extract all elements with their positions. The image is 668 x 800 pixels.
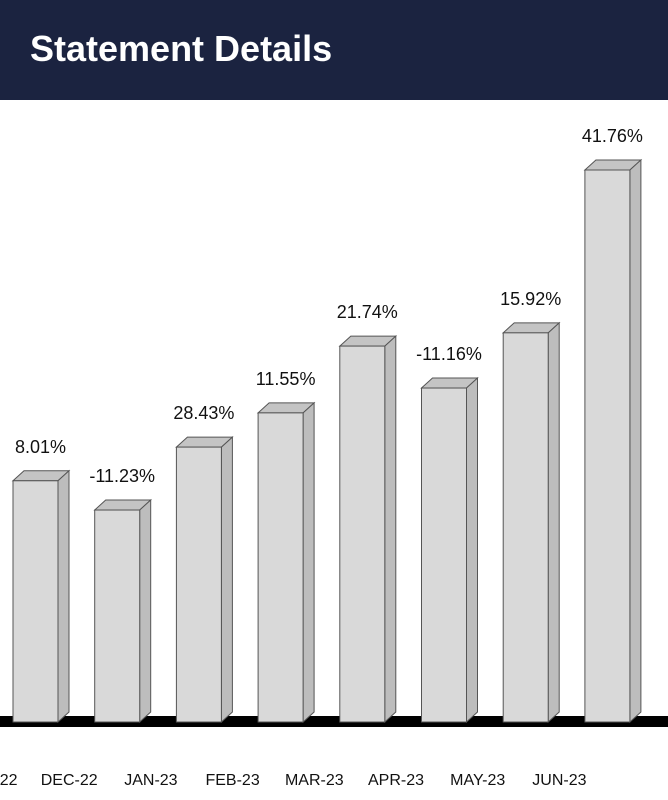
baseline [0, 716, 668, 727]
title: Statement Details [30, 28, 333, 69]
bar [421, 387, 467, 723]
x-tick-label: JUN-23 [532, 772, 586, 789]
x-tick-label: DEC-22 [41, 772, 98, 789]
bar-side [629, 158, 642, 724]
bar-side [57, 469, 70, 724]
bar-label: 21.74% [337, 302, 398, 322]
bar-side [220, 435, 233, 724]
bar-label: 15.92% [500, 289, 561, 309]
bar-label: -11.23% [89, 466, 155, 486]
header: Statement Details [0, 0, 668, 100]
bar-side [547, 321, 560, 724]
bar-label: -11.16% [416, 344, 482, 364]
bar-side [139, 498, 152, 724]
bar [584, 169, 631, 723]
bar-label: 11.55% [256, 369, 316, 389]
chart: 8.01% 22 -11.23% DEC-22 28.43% JAN-23 11.55% FE… [0, 126, 668, 789]
bar-side [302, 401, 315, 724]
x-tick-label: JAN-23 [124, 772, 177, 789]
bar-label: 41.76% [582, 126, 643, 146]
bar-side [384, 334, 397, 724]
x-tick-label: FEB-23 [205, 772, 259, 789]
bar [175, 446, 222, 723]
bar [257, 412, 304, 723]
bar [94, 509, 141, 723]
bar-label: 8.01% [15, 437, 66, 457]
bar [502, 332, 549, 723]
bar-side [466, 376, 478, 724]
x-tick-label: MAY-23 [450, 772, 505, 789]
bar [339, 345, 386, 723]
x-tick-label: MAR-23 [285, 772, 344, 789]
x-tick-label: APR-23 [368, 772, 424, 789]
x-tick-label: 22 [0, 772, 18, 789]
bar-label: 28.43% [173, 403, 234, 423]
bar [12, 480, 59, 723]
